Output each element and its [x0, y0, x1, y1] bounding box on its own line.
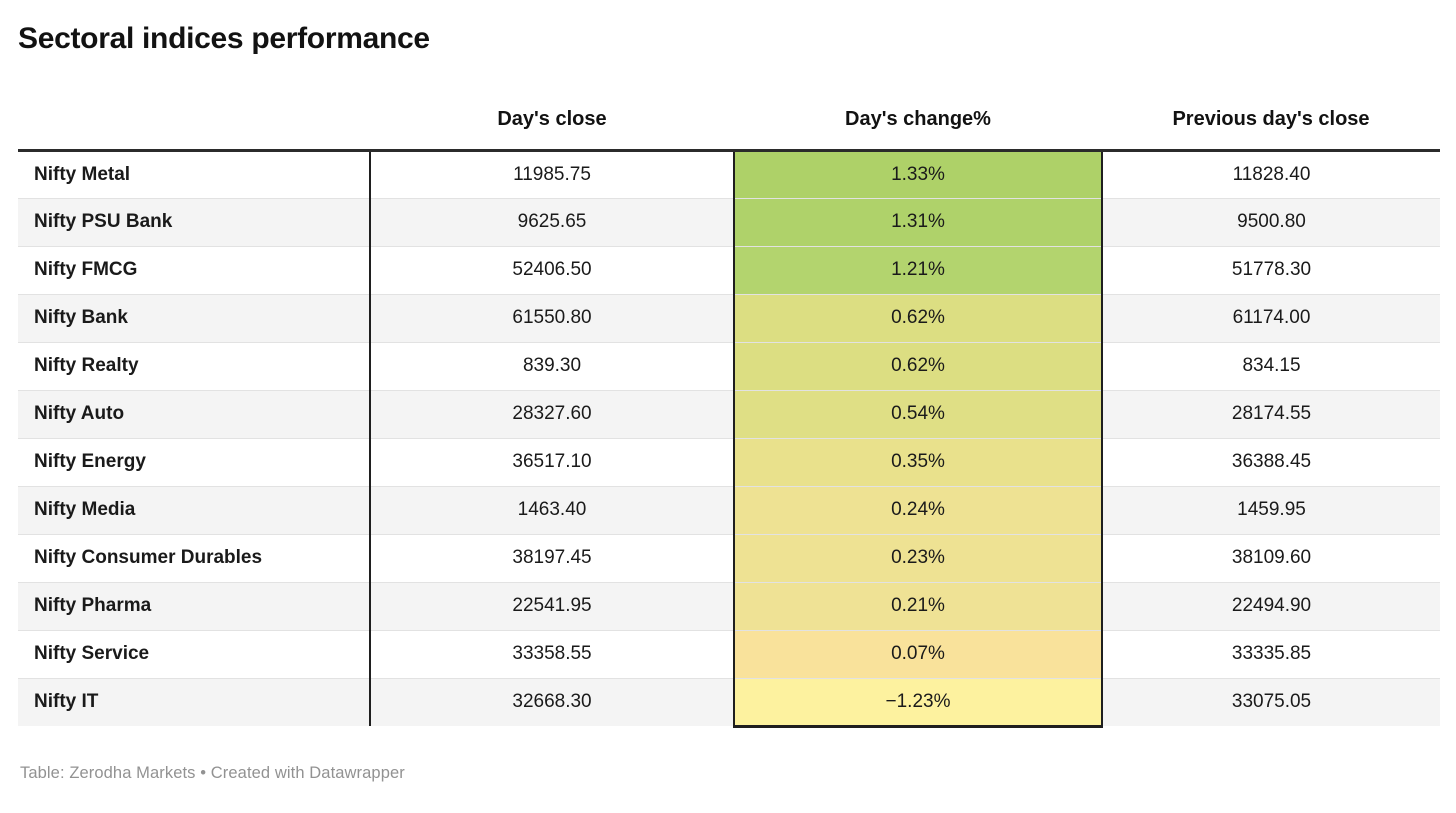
days-close-cell: 1463.40 [370, 485, 734, 534]
days-change-cell: 1.21% [733, 245, 1103, 294]
column-header-days-change: Day's change% [734, 107, 1102, 152]
column-header-previous-close: Previous day's close [1102, 107, 1440, 152]
table-row: Nifty FMCG 52406.50 1.21% 51778.30 [18, 245, 1440, 294]
footer-credit: Table: Zerodha Markets • Created with Da… [20, 763, 405, 782]
previous-close-cell: 38109.60 [1102, 533, 1440, 582]
page-title: Sectoral indices performance [18, 22, 430, 55]
days-close-cell: 28327.60 [370, 389, 734, 438]
previous-close-cell: 28174.55 [1102, 389, 1440, 438]
previous-close-cell: 1459.95 [1102, 485, 1440, 534]
page: Sectoral indices performance Day's close… [18, 22, 1440, 782]
previous-close-cell: 33335.85 [1102, 629, 1440, 678]
column-header-days-close: Day's close [370, 107, 734, 152]
days-close-cell: 33358.55 [370, 629, 734, 678]
index-name-cell: Nifty PSU Bank [18, 197, 371, 246]
days-change-cell: 0.62% [733, 293, 1103, 342]
days-change-cell: 1.31% [733, 197, 1103, 246]
index-name-cell: Nifty Pharma [18, 581, 371, 630]
index-name-cell: Nifty Auto [18, 389, 371, 438]
days-change-cell: 0.62% [733, 341, 1103, 390]
days-change-cell: 0.21% [733, 581, 1103, 630]
previous-close-cell: 9500.80 [1102, 197, 1440, 246]
index-name-cell: Nifty Consumer Durables [18, 533, 371, 582]
days-close-cell: 11985.75 [513, 163, 591, 185]
table-row: Nifty Energy 36517.10 0.35% 36388.45 [18, 437, 1440, 486]
previous-close-cell: 36388.45 [1102, 437, 1440, 486]
table-body: Nifty Metal 11985.75 1.33% 11828.40 Nift… [18, 150, 1440, 728]
index-name-cell: Nifty Energy [18, 437, 371, 486]
days-change-cell: 0.24% [733, 485, 1103, 534]
days-close-cell: 839.30 [370, 341, 734, 390]
table-row: Nifty Metal 11985.75 1.33% 11828.40 [18, 150, 1440, 198]
previous-close-cell: 11828.40 [1232, 163, 1311, 185]
index-name-cell: Nifty Metal [18, 150, 371, 198]
days-change-cell: 0.35% [733, 437, 1103, 486]
table-header: Day's close Day's change% Previous day's… [18, 107, 1440, 152]
index-name-cell: Nifty FMCG [18, 245, 371, 294]
table-row: Nifty PSU Bank 9625.65 1.31% 9500.80 [18, 197, 1440, 246]
column-header-index-name [18, 107, 370, 152]
index-name-cell: Nifty Media [18, 485, 371, 534]
days-change-cell: 1.33% [733, 150, 1103, 198]
index-name-cell: Nifty IT [18, 677, 371, 726]
table-row: Nifty Consumer Durables 38197.45 0.23% 3… [18, 533, 1440, 582]
days-close-cell: 52406.50 [370, 245, 734, 294]
previous-close-cell: 51778.30 [1102, 245, 1440, 294]
previous-close-cell: 61174.00 [1102, 293, 1440, 342]
previous-close-cell: 33075.05 [1102, 677, 1440, 726]
days-change-cell: 0.23% [733, 533, 1103, 582]
days-change-cell: 0.54% [733, 389, 1103, 438]
table-row: Nifty Auto 28327.60 0.54% 28174.55 [18, 389, 1440, 438]
days-close-cell: 61550.80 [370, 293, 734, 342]
table-row: Nifty Bank 61550.80 0.62% 61174.00 [18, 293, 1440, 342]
table-row: Nifty Media 1463.40 0.24% 1459.95 [18, 485, 1440, 534]
table-row: Nifty Service 33358.55 0.07% 33335.85 [18, 629, 1440, 678]
days-change-cell: 0.07% [733, 629, 1103, 678]
days-close-cell: 22541.95 [370, 581, 734, 630]
sectoral-indices-table: Day's close Day's change% Previous day's… [18, 107, 1440, 728]
days-close-cell: 32668.30 [370, 677, 734, 726]
index-name-cell: Nifty Service [18, 629, 371, 678]
table-row: Nifty IT 32668.30 −1.23% 33075.05 [18, 677, 1440, 728]
previous-close-cell: 22494.90 [1102, 581, 1440, 630]
days-close-cell: 38197.45 [370, 533, 734, 582]
index-name-cell: Nifty Realty [18, 341, 371, 390]
days-close-cell: 9625.65 [370, 197, 734, 246]
table-row: Nifty Realty 839.30 0.62% 834.15 [18, 341, 1440, 390]
days-close-cell: 36517.10 [370, 437, 734, 486]
index-name-cell: Nifty Bank [18, 293, 371, 342]
days-change-cell: −1.23% [733, 677, 1103, 728]
table-row: Nifty Pharma 22541.95 0.21% 22494.90 [18, 581, 1440, 630]
previous-close-cell: 834.15 [1102, 341, 1440, 390]
